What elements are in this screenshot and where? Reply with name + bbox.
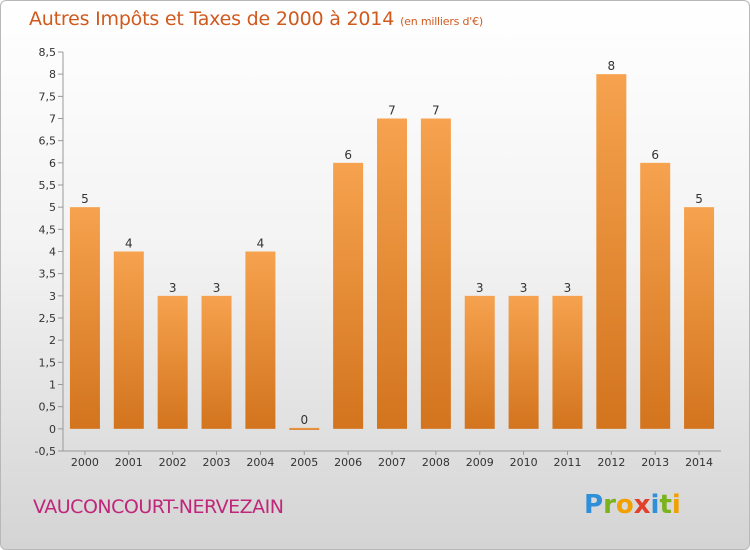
x-tick-label: 2010	[510, 456, 538, 469]
bar	[157, 295, 188, 429]
data-label: 7	[388, 104, 396, 118]
y-tick-label: 0,5	[39, 401, 57, 414]
bar	[596, 74, 627, 429]
bar	[552, 295, 583, 429]
data-label: 3	[476, 281, 484, 295]
bar	[420, 118, 451, 429]
bar	[113, 251, 144, 429]
commune-name: VAUCONCOURT-NERVEZAIN	[33, 496, 284, 518]
x-tick-label: 2005	[290, 456, 318, 469]
x-tick-label: 2003	[203, 456, 231, 469]
x-tick-label: 2009	[466, 456, 494, 469]
bar	[201, 295, 232, 429]
y-tick-label: 2	[49, 334, 56, 347]
x-tick-label: 2007	[378, 456, 406, 469]
data-label: 6	[344, 148, 352, 162]
bar	[245, 251, 276, 429]
bar	[640, 162, 671, 429]
y-tick-label: 7,5	[39, 90, 57, 103]
data-label: 4	[257, 237, 265, 251]
x-tick-label: 2002	[159, 456, 187, 469]
logo-letter: o	[615, 490, 634, 520]
x-tick-label: 2012	[597, 456, 625, 469]
chart-title: Autres Impôts et Taxes de 2000 à 2014 (en…	[29, 8, 483, 30]
y-tick-label: 8,5	[39, 46, 57, 59]
proxiti-logo[interactable]: Proxiti	[584, 490, 681, 520]
data-label: 4	[125, 237, 133, 251]
data-label: 8	[608, 59, 616, 73]
data-label: 0	[300, 413, 308, 427]
y-tick-label: 7	[49, 113, 56, 126]
y-tick-label: 2,5	[39, 312, 57, 325]
chart-unit: (en milliers d'€)	[400, 15, 483, 28]
bar	[69, 207, 100, 429]
x-tick-label: 2008	[422, 456, 450, 469]
bar	[289, 427, 320, 430]
bar	[377, 118, 407, 429]
x-tick-label: 2006	[334, 456, 362, 469]
logo-letter: x	[633, 490, 651, 520]
data-label: 5	[695, 192, 703, 206]
logo-letter: P	[584, 490, 604, 520]
data-label: 3	[564, 281, 572, 295]
y-tick-label: 3	[49, 290, 56, 303]
y-tick-label: 0	[49, 423, 56, 436]
y-tick-label: 5	[49, 201, 56, 214]
logo-letter: i	[671, 490, 681, 520]
y-tick-label: 6	[49, 157, 56, 170]
y-tick-label: 1	[49, 379, 56, 392]
bar	[684, 207, 715, 429]
x-tick-label: 2014	[685, 456, 713, 469]
x-tick-label: 2011	[553, 456, 581, 469]
x-tick-label: 2013	[641, 456, 669, 469]
data-label: 7	[432, 104, 440, 118]
logo-letter: i	[650, 490, 660, 520]
data-label: 3	[520, 281, 528, 295]
data-label: 3	[213, 281, 221, 295]
y-tick-label: 5,5	[39, 179, 57, 192]
bar	[508, 295, 539, 429]
data-label: 3	[169, 281, 177, 295]
y-tick-label: 1,5	[39, 356, 57, 369]
chart-title-text: Autres Impôts et Taxes de 2000 à 2014	[29, 8, 395, 30]
data-label: 6	[651, 148, 659, 162]
logo-letter: r	[603, 490, 616, 520]
y-tick-label: 8	[49, 68, 56, 81]
bar	[333, 162, 364, 429]
x-tick-label: 2004	[246, 456, 274, 469]
y-tick-label: 4	[49, 246, 56, 259]
x-tick-label: 2001	[115, 456, 143, 469]
x-tick-label: 2000	[71, 456, 99, 469]
logo-letter: t	[659, 490, 672, 520]
y-tick-label: 3,5	[39, 268, 57, 281]
y-tick-label: -0,5	[35, 445, 56, 458]
y-tick-label: 4,5	[39, 223, 57, 236]
data-label: 5	[81, 192, 89, 206]
y-tick-label: 6,5	[39, 135, 57, 148]
bar	[464, 295, 495, 429]
